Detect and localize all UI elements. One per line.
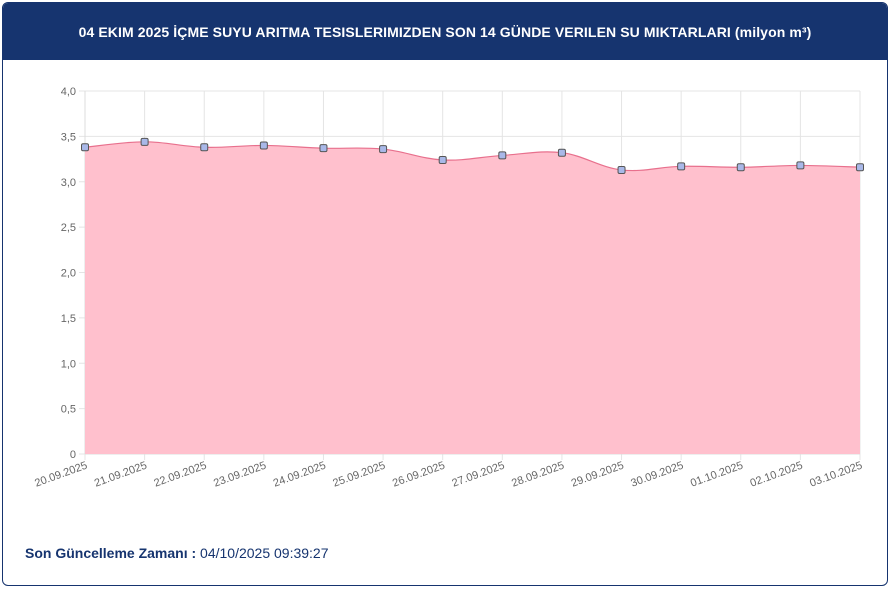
data-point[interactable]: [736, 163, 745, 172]
y-tick-label: 0,5: [61, 404, 76, 416]
data-point[interactable]: [200, 143, 209, 152]
x-tick-label: 22.09.2025: [152, 460, 208, 490]
data-point[interactable]: [438, 155, 447, 164]
x-tick-label: 30.09.2025: [629, 460, 685, 490]
x-tick-label: 26.09.2025: [391, 460, 447, 490]
last-update-label: Son Güncelleme Zamanı :: [25, 545, 197, 561]
y-tick-label: 1,0: [61, 358, 76, 370]
data-point[interactable]: [617, 165, 626, 174]
x-tick-label: 23.09.2025: [212, 460, 268, 490]
y-tick-label: 1,5: [61, 313, 76, 325]
x-axis: 20.09.2025 21.09.2025 22.09.2025 23.09.2025…: [33, 453, 864, 490]
y-tick-label: 2,0: [61, 268, 76, 280]
series-line: [84, 141, 861, 172]
data-markers: [81, 137, 864, 174]
data-point[interactable]: [259, 141, 268, 150]
x-tick-label: 29.09.2025: [570, 460, 626, 490]
data-point[interactable]: [557, 148, 566, 157]
data-point[interactable]: [140, 137, 149, 146]
y-tick-label: 2,5: [61, 222, 76, 234]
x-tick-label: 21.09.2025: [93, 460, 149, 490]
chart-header: 04 EKIM 2025 İÇME SUYU ARITMA TESISLERIM…: [3, 3, 887, 60]
x-tick-label: 24.09.2025: [272, 460, 328, 490]
x-tick-label: 25.09.2025: [331, 460, 387, 490]
data-point[interactable]: [498, 151, 507, 160]
last-update-value: 04/10/2025 09:39:27: [200, 545, 329, 561]
x-tick-label: 20.09.2025: [33, 460, 89, 490]
x-tick-label: 01.10.2025: [689, 460, 745, 490]
x-tick-label: 03.10.2025: [808, 460, 864, 490]
y-tick-label: 3,5: [61, 131, 76, 143]
area-chart: 0 0,5 1,0 1,5 2,0 2,5 3,0 3,5 4,0 20.09.2025 21.0…: [33, 86, 864, 490]
data-point[interactable]: [677, 162, 686, 171]
x-tick-label: 27.09.2025: [450, 460, 506, 490]
data-point[interactable]: [319, 144, 328, 153]
x-tick-label: 02.10.2025: [749, 460, 805, 490]
data-point[interactable]: [856, 163, 864, 172]
data-point[interactable]: [796, 161, 805, 170]
y-tick-label: 0: [70, 449, 76, 461]
y-axis: 0 0,5 1,0 1,5 2,0 2,5 3,0 3,5 4,0: [61, 86, 86, 461]
y-tick-label: 3,0: [61, 177, 76, 189]
chart-area: 0 0,5 1,0 1,5 2,0 2,5 3,0 3,5 4,0 20.09.2025 21.0…: [3, 61, 887, 511]
series-area: [84, 141, 861, 454]
data-point[interactable]: [379, 145, 388, 154]
x-tick-label: 28.09.2025: [510, 460, 566, 490]
chart-title: 04 EKIM 2025 İÇME SUYU ARITMA TESISLERIM…: [78, 23, 812, 40]
last-update: Son Güncelleme Zamanı : 04/10/2025 09:39…: [25, 545, 329, 561]
data-point[interactable]: [81, 143, 89, 152]
y-tick-label: 4,0: [61, 86, 76, 98]
area-fill: [85, 141, 860, 454]
